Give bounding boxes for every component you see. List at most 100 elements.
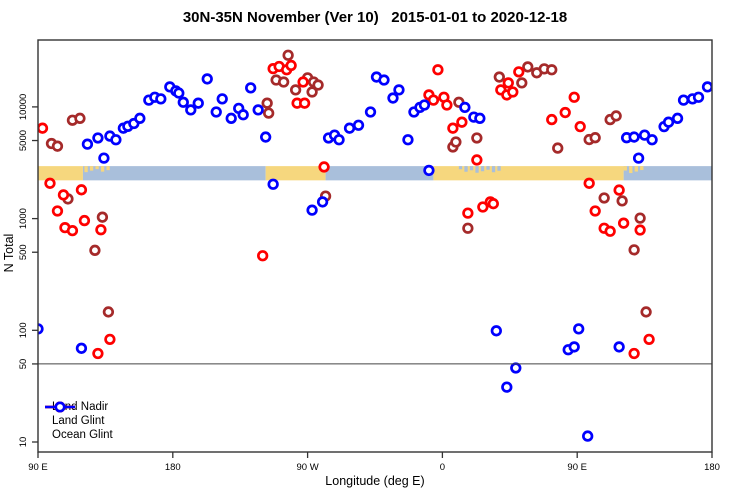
data-point-land-glint xyxy=(574,120,586,133)
data-point-land-glint xyxy=(51,205,64,217)
data-point-ocean-glint xyxy=(352,119,365,131)
data-point-ocean-glint xyxy=(216,93,228,105)
data-point-land-glint xyxy=(298,97,311,109)
data-point-ocean-glint xyxy=(387,92,399,104)
coastline-speckle xyxy=(89,166,94,171)
surface-band-ocean xyxy=(82,166,266,181)
data-point-ocean-glint xyxy=(267,178,279,190)
y-tick-label: 1000 xyxy=(18,208,29,229)
data-point-ocean-glint xyxy=(92,132,104,144)
coastline-speckle xyxy=(623,166,627,171)
data-point-land-glint xyxy=(613,184,625,196)
data-point-ocean-glint xyxy=(110,134,122,146)
data-point-ocean-glint xyxy=(364,106,377,118)
legend-item-ocean-glint: Ocean Glint xyxy=(44,401,113,442)
data-point-ocean-glint xyxy=(628,131,640,143)
data-point-land-nadir xyxy=(522,61,534,73)
data-point-land-glint xyxy=(513,66,525,78)
data-point-land-nadir xyxy=(628,244,640,256)
data-point-ocean-glint xyxy=(613,341,625,353)
coastline-speckle xyxy=(100,166,105,172)
data-point-ocean-glint xyxy=(237,109,249,121)
data-point-ocean-glint xyxy=(573,323,585,335)
data-point-land-nadir xyxy=(516,77,528,89)
data-point-ocean-glint xyxy=(490,325,502,337)
data-point-land-glint xyxy=(257,250,269,262)
data-point-ocean-glint xyxy=(582,430,594,442)
data-point-land-nadir xyxy=(589,132,601,144)
legend: Land Nadir Land Glint Ocean Glint xyxy=(44,400,113,442)
data-point-land-glint xyxy=(44,177,56,189)
data-point-ocean-glint xyxy=(343,122,356,134)
data-point-land-glint xyxy=(559,106,571,119)
x-tick-label: 180 xyxy=(704,462,720,473)
data-point-land-glint xyxy=(57,189,70,201)
data-point-land-glint xyxy=(95,224,107,236)
data-point-land-glint xyxy=(643,333,655,345)
data-point-ocean-glint xyxy=(134,112,146,124)
data-point-ocean-glint xyxy=(98,152,110,164)
data-point-ocean-glint xyxy=(646,134,658,146)
data-point-land-glint xyxy=(447,122,459,134)
data-point-land-nadir xyxy=(277,76,290,88)
data-point-ocean-glint xyxy=(316,196,329,208)
legend-label: Land Glint xyxy=(52,415,105,427)
data-point-land-glint xyxy=(285,59,297,72)
data-point-ocean-glint xyxy=(568,341,580,353)
data-point-land-nadir xyxy=(471,132,483,144)
coastline-speckle xyxy=(84,166,88,173)
coastline-speckle xyxy=(458,166,463,170)
legend-label: Land Nadir xyxy=(52,401,109,413)
data-point-ocean-glint xyxy=(333,134,345,146)
legend-item-land-glint: Land Glint xyxy=(44,401,113,428)
data-point-ocean-glint xyxy=(632,152,645,164)
data-point-land-nadir xyxy=(51,140,64,152)
data-point-ocean-glint xyxy=(402,134,414,146)
plot-area xyxy=(38,49,712,442)
data-point-land-nadir xyxy=(306,86,318,98)
data-point-land-nadir xyxy=(616,195,628,207)
y-axis-title: N Total xyxy=(2,233,16,273)
x-tick-label: 90 W xyxy=(297,462,319,473)
x-axis-title: Longitude (deg E) xyxy=(325,474,425,488)
plot-frame xyxy=(37,39,713,453)
data-point-land-glint xyxy=(38,122,49,134)
coastline-speckle xyxy=(95,166,99,170)
data-point-ocean-glint xyxy=(378,74,390,86)
data-point-ocean-glint xyxy=(177,96,189,108)
coastline-speckle xyxy=(640,166,644,171)
coastline-speckle xyxy=(634,166,638,172)
data-point-land-glint xyxy=(568,91,580,103)
data-point-ocean-glint xyxy=(185,104,197,116)
data-point-ocean-glint xyxy=(692,91,705,103)
data-point-ocean-glint xyxy=(192,97,204,109)
data-point-land-nadir xyxy=(634,212,646,224)
data-point-land-glint xyxy=(78,214,91,227)
data-point-land-glint xyxy=(487,198,499,210)
data-point-land-glint xyxy=(318,161,330,173)
data-point-ocean-glint xyxy=(459,101,471,114)
y-tick-label: 500 xyxy=(18,244,29,260)
surface-band-land xyxy=(38,166,83,181)
data-point-land-nadir xyxy=(450,136,462,148)
data-point-ocean-glint xyxy=(173,87,185,99)
data-point-land-glint xyxy=(604,225,616,237)
coastline-speckle xyxy=(486,166,490,170)
data-point-land-nadir xyxy=(263,107,275,119)
data-point-ocean-glint xyxy=(306,204,318,216)
x-tick-label: 90 E xyxy=(28,462,48,473)
data-point-land-glint xyxy=(92,347,104,360)
data-point-land-nadir xyxy=(289,84,302,96)
data-point-land-nadir xyxy=(610,110,622,122)
coastline-speckle xyxy=(629,166,633,174)
y-tick-label: 10000 xyxy=(18,94,29,120)
data-point-land-glint xyxy=(297,76,309,88)
data-point-land-glint xyxy=(432,64,444,76)
data-point-land-glint xyxy=(617,217,630,229)
data-point-ocean-glint xyxy=(252,104,264,116)
data-point-ocean-glint xyxy=(75,342,88,354)
data-point-ocean-glint xyxy=(701,81,712,93)
data-point-land-glint xyxy=(471,154,483,166)
data-point-ocean-glint xyxy=(671,112,684,124)
